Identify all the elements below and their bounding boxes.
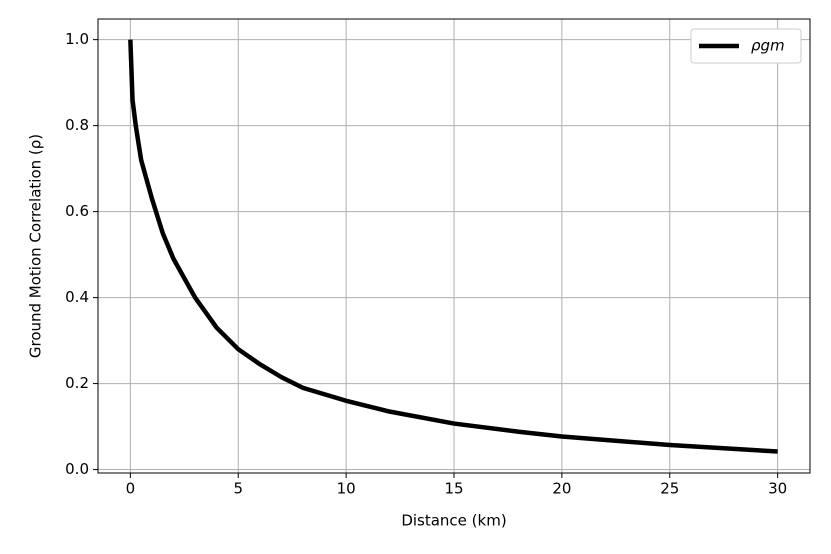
y-tick-label: 1.0 bbox=[65, 30, 89, 48]
x-tick-label: 30 bbox=[768, 480, 787, 498]
y-tick-label: 0.2 bbox=[65, 374, 89, 392]
x-tick-label: 0 bbox=[126, 480, 136, 498]
y-tick-label: 0.4 bbox=[65, 288, 89, 306]
plot-frame bbox=[97, 18, 811, 474]
x-tick-label: 15 bbox=[444, 480, 463, 498]
legend-label: ρgm bbox=[751, 37, 785, 55]
x-tick-label: 5 bbox=[233, 480, 243, 498]
x-tick-label: 25 bbox=[660, 480, 679, 498]
line-series bbox=[128, 39, 778, 454]
x-tick-label: 20 bbox=[552, 480, 571, 498]
y-tick-label: 0.8 bbox=[65, 116, 89, 134]
y-tick-label: 0.0 bbox=[65, 460, 89, 478]
x-tick-label: 10 bbox=[337, 480, 356, 498]
y-tick-label: 0.6 bbox=[65, 202, 89, 220]
x-axis-label: Distance (km) bbox=[401, 512, 506, 530]
legend-box bbox=[690, 28, 802, 64]
y-axis-label: Ground Motion Correlation (ρ) bbox=[27, 134, 45, 358]
